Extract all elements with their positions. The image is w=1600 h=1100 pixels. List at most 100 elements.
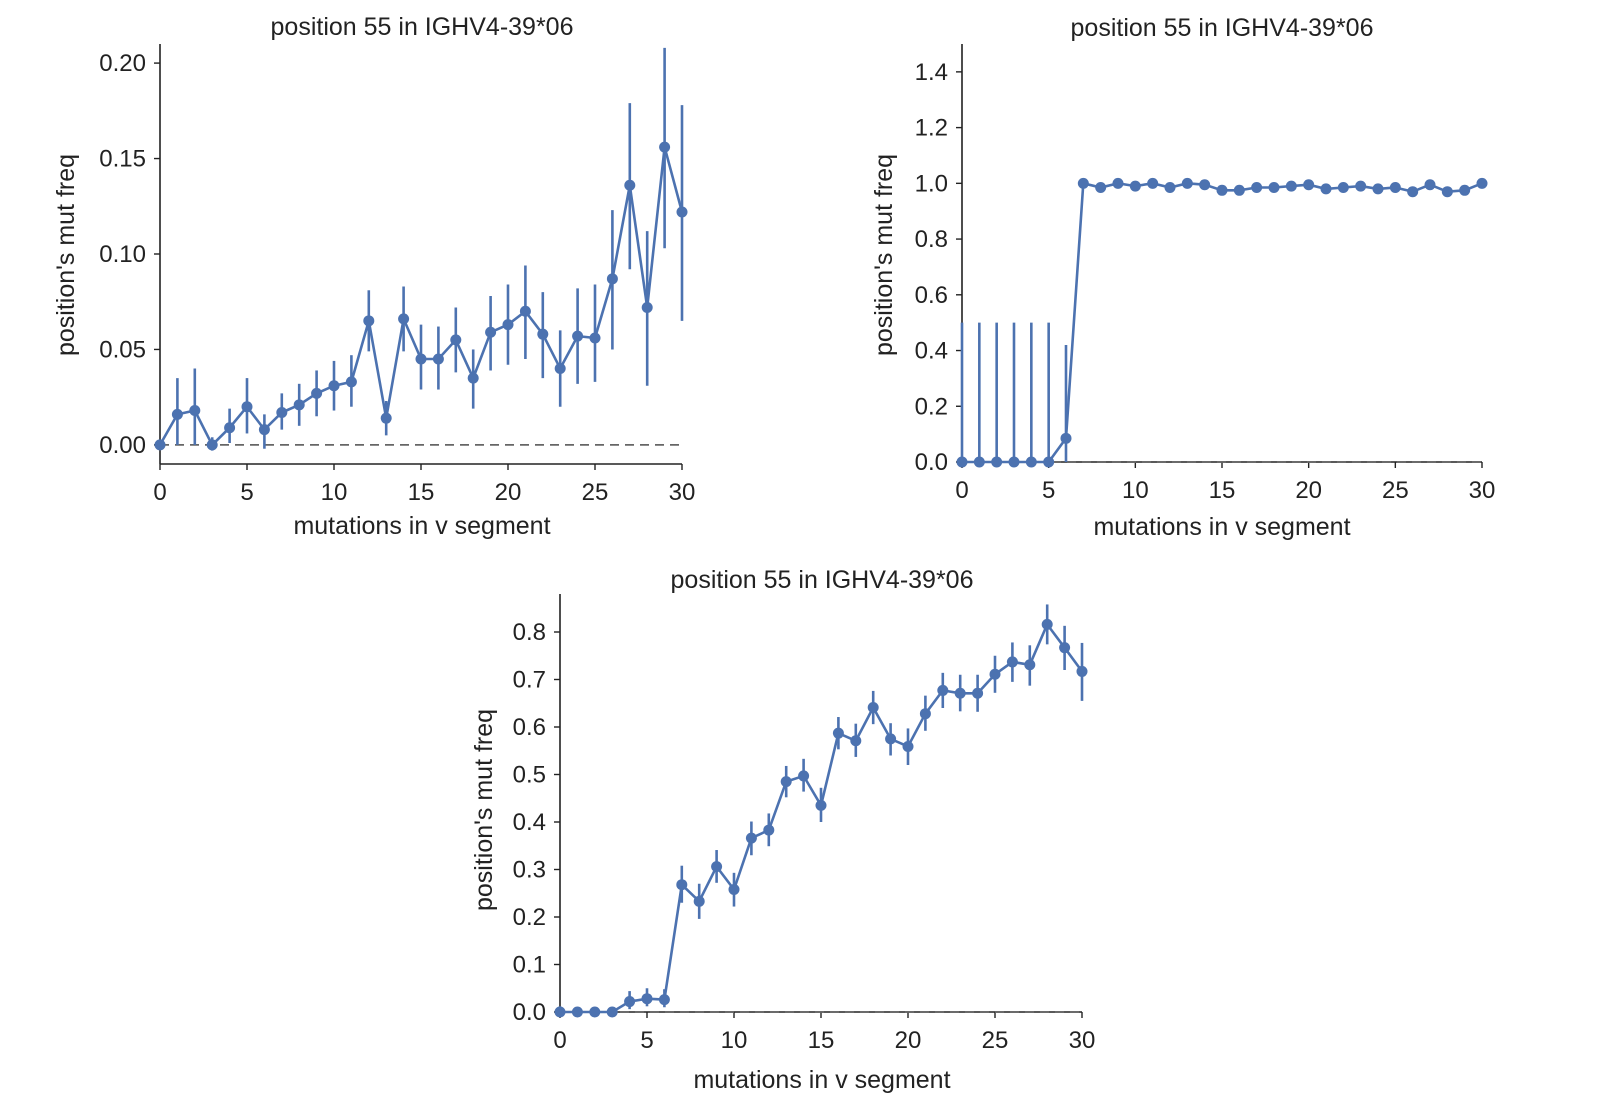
data-point [467,372,479,384]
data-point [972,687,984,699]
y-tick-label: 0.4 [915,338,948,365]
data-point [885,733,897,745]
data-point [973,456,985,468]
y-tick-label: 0.2 [915,393,948,420]
data-point [850,735,862,747]
data-point [1407,186,1419,198]
data-point [711,861,723,873]
chart-top-left: position 55 in IGHV4-39*06 mutations in … [52,13,695,540]
data-point [659,141,671,153]
data-point [954,687,966,699]
x-tick-label: 0 [553,1027,566,1054]
data-point [1303,179,1315,191]
data-point [1355,180,1367,192]
y-axis-label: position's mut freq [52,154,80,356]
x-tick-label: 5 [640,1027,653,1054]
y-tick-label: 0.6 [915,282,948,309]
data-point [154,439,166,451]
data-point [1129,180,1141,192]
x-tick-label: 5 [1042,477,1055,504]
data-point [293,399,305,411]
data-point [606,1006,618,1018]
data-point [1389,182,1401,194]
x-axis-label: mutations in v segment [693,1066,950,1094]
series-line [158,146,684,448]
data-point [345,376,357,388]
data-point [693,895,705,907]
data-point [328,380,340,392]
y-tick-label: 0.20 [99,50,146,77]
chart-title: position 55 in IGHV4-39*06 [271,13,574,41]
data-point [867,702,879,714]
x-tick-label: 0 [153,479,166,506]
data-point [624,179,636,191]
data-point [224,422,236,434]
data-point [989,668,1001,680]
data-point [589,332,601,344]
y-tick-label: 0.15 [99,146,146,173]
data-point [991,456,1003,468]
y-tick-label: 0.0 [915,449,948,476]
data-point [1424,179,1436,191]
data-point [1024,659,1036,671]
data-point [537,328,549,340]
data-point [1077,177,1089,189]
data-point [1459,184,1471,196]
y-tick-label: 0.8 [915,226,948,253]
data-point [171,408,183,420]
data-point [728,883,740,895]
y-tick-label: 0.2 [513,904,546,931]
x-tick-label: 30 [1469,477,1496,504]
data-point [519,305,531,317]
data-point [1372,183,1384,195]
data-point [571,1006,583,1018]
y-tick-label: 0.6 [513,714,546,741]
data-point [676,206,688,218]
data-point [1337,182,1349,194]
data-point [276,406,288,418]
x-tick-label: 20 [495,479,522,506]
data-point [1233,184,1245,196]
data-point [1112,177,1124,189]
y-tick-label: 0.4 [513,809,546,836]
x-tick-label: 15 [808,1027,835,1054]
y-tick-label: 1.4 [915,59,948,86]
data-point [1076,665,1088,677]
data-point [919,708,931,720]
y-tick-label: 0.00 [99,432,146,459]
y-tick-label: 0.3 [513,857,546,884]
data-point [189,405,201,417]
data-point [241,401,253,413]
x-axis-label: mutations in v segment [293,512,550,540]
data-point [1181,177,1193,189]
data-point [1216,184,1228,196]
data-point [1476,177,1488,189]
data-point [1251,182,1263,194]
y-tick-label: 0.10 [99,241,146,268]
y-tick-label: 0.7 [513,667,546,694]
data-point [311,387,323,399]
data-point [258,424,270,436]
data-point [1199,179,1211,191]
data-point [658,994,670,1006]
y-tick-label: 0.0 [513,999,546,1026]
data-point [1164,182,1176,194]
data-point [1147,177,1159,189]
x-tick-label: 10 [1122,477,1149,504]
chart-bottom: position 55 in IGHV4-39*06 mutations in … [470,566,1095,1094]
data-point [624,996,636,1008]
data-point [745,832,757,844]
data-point [1043,456,1055,468]
data-point [1268,182,1280,194]
data-point [450,334,462,346]
chart-top-right: position 55 in IGHV4-39*06 mutations in … [870,14,1495,541]
data-point [1320,183,1332,195]
data-point [572,330,584,342]
data-point [832,727,844,739]
x-tick-label: 25 [582,479,609,506]
data-point [415,353,427,365]
y-tick-label: 0.5 [513,762,546,789]
data-point [1060,432,1072,444]
x-tick-label: 5 [240,479,253,506]
